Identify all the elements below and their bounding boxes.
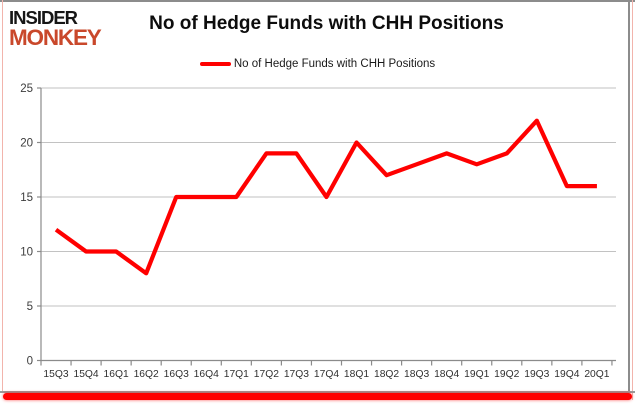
frame-border-left-accent [2, 0, 3, 392]
legend-series-label: No of Hedge Funds with CHH Positions [233, 58, 436, 70]
y-tick-label: 10 [20, 247, 33, 259]
frame-border-right [628, 0, 630, 392]
x-tick-label: 18Q2 [374, 369, 399, 380]
x-tick-label: 16Q3 [164, 369, 189, 380]
x-tick-label: 16Q4 [194, 369, 219, 380]
x-tick-label: 19Q3 [524, 369, 549, 380]
y-tick-label: 20 [20, 138, 33, 150]
legend-line-marker-icon [199, 61, 231, 67]
chart-title: No of Hedge Funds with CHH Positions [149, 13, 504, 34]
series-line [54, 118, 597, 276]
y-tick-label: 25 [20, 83, 33, 95]
x-tick-label: 19Q2 [494, 369, 519, 380]
y-tick-label: 5 [27, 301, 33, 313]
insider-monkey-logo: INSIDER MONKEY [9, 7, 102, 50]
x-tick-label: 19Q4 [554, 369, 579, 380]
x-tick-label: 16Q2 [134, 369, 159, 380]
x-tick-label: 17Q3 [284, 369, 309, 380]
frame-border-bottom [0, 391, 635, 393]
x-tick-label: 17Q1 [224, 369, 249, 380]
chart-legend: No of Hedge Funds with CHH Positions [0, 56, 635, 72]
frame-border-right-accent [632, 0, 633, 400]
x-tick-label: 18Q3 [404, 369, 429, 380]
logo-monkey-text: MONKEY [9, 24, 102, 50]
x-tick-label: 16Q1 [104, 369, 129, 380]
x-tick-label: 18Q1 [344, 369, 369, 380]
x-tick-label: 17Q2 [254, 369, 279, 380]
logo-insider-text: INSIDER [9, 7, 78, 28]
bottom-red-accent-bar [3, 393, 632, 400]
x-tick-label: 19Q1 [464, 369, 489, 380]
frame-border-top [0, 0, 635, 2]
y-tick-label: 15 [20, 192, 33, 204]
y-tick-label: 0 [27, 356, 33, 368]
x-tick-label: 15Q3 [43, 369, 68, 380]
x-tick-label: 15Q4 [73, 369, 98, 380]
x-tick-label: 17Q4 [314, 369, 339, 380]
x-tick-label: 20Q1 [584, 369, 609, 380]
x-tick-label: 18Q4 [434, 369, 459, 380]
